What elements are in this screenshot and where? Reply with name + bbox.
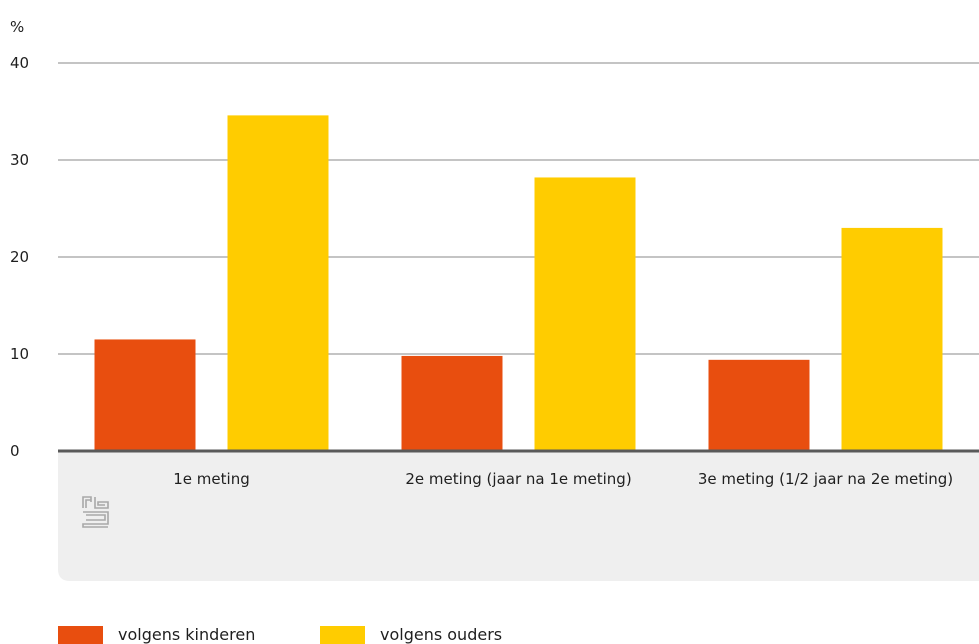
bar-kinderen-2: [401, 355, 503, 451]
legend-swatch: [320, 626, 365, 644]
y-tick-label: 0: [10, 442, 20, 460]
legend-label: volgens kinderen: [118, 625, 255, 644]
bar-ouders-3: [841, 227, 943, 451]
legend-swatch: [58, 626, 103, 644]
bar-ouders-2: [534, 177, 636, 451]
y-axis-unit-label: %: [10, 18, 24, 36]
y-tick-label: 20: [10, 248, 29, 266]
x-category-label: 1e meting: [173, 470, 249, 488]
category-axis-band: [58, 451, 979, 581]
x-category-label: 2e meting (jaar na 1e meting): [405, 470, 631, 488]
legend: volgens kinderen volgens ouders: [58, 625, 502, 644]
legend-label: volgens ouders: [380, 625, 502, 644]
bar-kinderen-1: [94, 339, 196, 451]
cbs-logo-icon: [82, 496, 109, 528]
bar-ouders-1: [227, 115, 329, 451]
x-category-label: 3e meting (1/2 jaar na 2e meting): [698, 470, 953, 488]
y-tick-label: 10: [10, 345, 29, 363]
bar-kinderen-3: [708, 359, 810, 451]
y-tick-label: 30: [10, 151, 29, 169]
y-tick-label: 40: [10, 54, 29, 72]
